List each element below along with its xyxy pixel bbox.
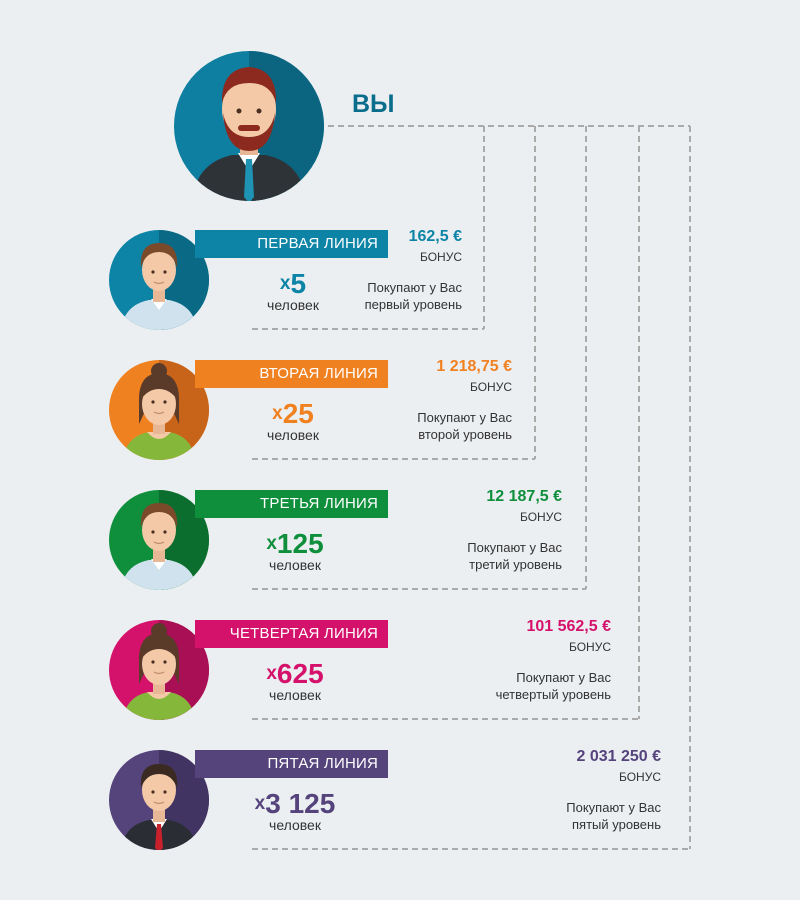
description-line-1: Покупают у Вас [417,410,512,425]
line-title-banner: ВТОРАЯ ЛИНИЯ [195,360,388,388]
people-multiplier: x125 [235,528,355,560]
multiplier-x: x [266,533,277,554]
bonus-amount: 101 562,5 € [526,618,611,635]
bonus-amount: 12 187,5 € [486,488,562,505]
people-count: 625 [276,658,324,689]
description-line-1: Покупают у Вас [516,670,611,685]
line-title-banner: ПЕРВАЯ ЛИНИЯ [195,230,388,258]
people-multiplier: x625 [235,658,355,690]
description-line-1: Покупают у Вас [467,540,562,555]
people-label: человек [269,687,321,703]
people-count: 25 [282,398,314,429]
people-label: человек [267,297,319,313]
description-line-2: четвертый уровень [495,687,611,702]
bonus-amount: 1 218,75 € [436,358,512,375]
bonus-amount: 2 031 250 € [576,748,661,765]
description-line-1: Покупают у Вас [566,800,661,815]
description-line-2: третий уровень [469,557,562,572]
woman-avatar-icon [109,360,209,460]
people-count: 5 [290,268,307,299]
people-multiplier: x5 [233,268,353,300]
man-suit-avatar-icon [109,750,209,850]
description-line-2: пятый уровень [571,817,661,832]
multiplier-x: x [254,793,266,814]
people-count: 3 125 [265,788,336,819]
people-label: человек [269,557,321,573]
line-title-banner: ЧЕТВЕРТАЯ ЛИНИЯ [195,620,388,648]
description-line-2: второй уровень [418,427,512,442]
woman-avatar-icon [109,620,209,720]
you-label: ВЫ [352,90,395,118]
description-line-2: первый уровень [364,297,462,312]
line-title-banner: ПЯТАЯ ЛИНИЯ [195,750,388,778]
bonus-amount: 162,5 € [408,228,462,245]
bonus-label: БОНУС [618,770,661,784]
man-avatar-icon [109,490,209,590]
bonus-label: БОНУС [519,510,562,524]
people-label: человек [267,427,319,443]
bonus-label: БОНУС [419,250,462,264]
bonus-label: БОНУС [469,380,512,394]
bonus-label: БОНУС [568,640,611,654]
people-count: 125 [276,528,324,559]
people-multiplier: x3 125 [235,788,355,820]
man-avatar-icon [109,230,209,330]
you-avatar-icon [174,51,324,201]
people-multiplier: x25 [233,398,353,430]
people-label: человек [269,817,321,833]
line-title-banner: ТРЕТЬЯ ЛИНИЯ [195,490,388,518]
multiplier-x: x [279,273,291,294]
multiplier-x: x [266,663,277,684]
multiplier-x: x [272,403,283,424]
description-line-1: Покупают у Вас [367,280,462,295]
